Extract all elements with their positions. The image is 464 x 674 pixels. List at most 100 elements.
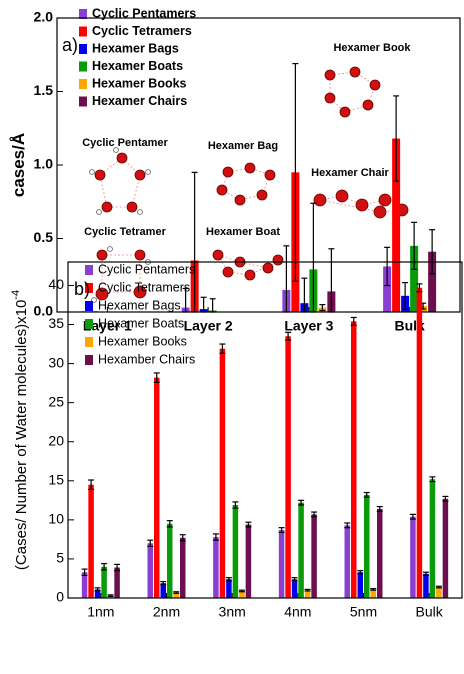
bar <box>101 566 107 598</box>
annotation: Cyclic Pentamer <box>82 137 168 149</box>
error-bar <box>422 571 429 576</box>
annotation: Cyclic Tetramer <box>84 226 166 238</box>
error-bar <box>278 527 285 533</box>
error-bar <box>285 331 292 341</box>
error-bar <box>416 283 423 293</box>
legend-label: Hexamer Boats <box>98 316 184 330</box>
legend-label: Hexamer Books <box>98 334 187 348</box>
x-tick-label: 2nm <box>153 604 180 620</box>
error-bar <box>160 580 167 586</box>
legend-swatch <box>79 96 87 107</box>
legend-swatch <box>85 265 93 275</box>
bar <box>410 245 419 312</box>
error-bar <box>363 491 370 498</box>
bar <box>311 514 317 598</box>
error-bar <box>179 534 186 542</box>
y-tick-label: 1.0 <box>34 156 54 172</box>
legend-swatch <box>79 61 87 72</box>
y-tick-label: 0.0 <box>34 303 54 319</box>
legend-label: Hexamer Bags <box>92 41 179 55</box>
legend-label: Hexamer Chairs <box>92 94 187 108</box>
legend-swatch <box>79 44 87 54</box>
error-bar <box>245 521 252 528</box>
error-bar <box>238 589 245 593</box>
annotation: b) <box>74 279 90 299</box>
error-bar <box>429 476 436 483</box>
error-bar <box>88 479 95 490</box>
error-bar <box>147 539 154 548</box>
bar <box>285 336 291 598</box>
error-bar <box>319 304 326 312</box>
y-tick-label: 0 <box>56 589 64 605</box>
bar <box>442 498 449 598</box>
error-bar <box>114 563 121 572</box>
y-tick-label: 20 <box>48 432 64 448</box>
x-tick-label: Layer 2 <box>184 318 233 334</box>
error-bar <box>173 591 180 594</box>
bar <box>392 138 401 312</box>
y-tick-label: 25 <box>48 393 64 409</box>
bar <box>226 579 232 598</box>
error-bar <box>370 588 377 591</box>
y-axis-label-exponent: -4 <box>10 290 22 300</box>
error-bar <box>402 282 409 310</box>
error-bar <box>292 62 299 282</box>
error-bar <box>209 298 216 313</box>
bar <box>298 502 304 598</box>
bar <box>147 543 153 598</box>
bar <box>114 567 120 598</box>
legend-label: Hexamer Books <box>92 76 187 90</box>
y-tick-label: 1.5 <box>34 82 54 98</box>
error-bar <box>232 501 239 509</box>
legend-label: Cyclic Tetramers <box>92 24 192 38</box>
error-bar <box>291 577 298 582</box>
error-bar <box>311 511 318 518</box>
legend-label: Hexamer Boats <box>92 59 183 73</box>
bar <box>364 494 370 598</box>
legend-label: Cyclic Tetramers <box>98 280 190 294</box>
error-bar <box>107 594 114 598</box>
y-tick-label: 30 <box>48 354 64 370</box>
error-bar <box>225 577 232 582</box>
bar <box>167 523 173 598</box>
y-tick-label: 2.0 <box>34 9 54 25</box>
bar <box>278 530 285 598</box>
bar <box>344 525 350 598</box>
annotation: Hexamer Book <box>333 42 411 54</box>
error-bar <box>442 495 449 502</box>
y-tick-label: 5 <box>56 550 64 566</box>
bar <box>377 508 383 598</box>
bar <box>154 377 160 598</box>
legend-swatch <box>85 319 93 329</box>
error-bar <box>153 372 160 383</box>
bar <box>180 537 186 598</box>
error-bar <box>212 533 219 541</box>
plot-frame <box>67 261 463 599</box>
legend-swatch <box>79 26 87 37</box>
y-axis-label-text: (Cases/ Number of Water molecules)x10 <box>13 300 30 570</box>
y-axis-label-text: cases/Å <box>9 133 28 197</box>
x-tick-label: 5nm <box>350 604 377 620</box>
bar <box>370 589 376 598</box>
bar <box>383 266 392 312</box>
x-tick-label: 3nm <box>219 604 246 620</box>
bar <box>88 484 94 598</box>
bar <box>239 590 245 598</box>
error-bar <box>409 513 416 520</box>
legend-swatch <box>85 355 93 365</box>
error-bar <box>435 585 442 589</box>
legend-label: Cyclic Pentamers <box>92 6 196 20</box>
error-bar <box>393 95 400 182</box>
bar <box>423 573 429 598</box>
annotation: Hexamer Bag <box>208 140 278 152</box>
error-bar <box>429 229 436 275</box>
x-tick-label: 1nm <box>87 604 114 620</box>
error-bar <box>350 316 357 326</box>
bar <box>213 537 219 598</box>
bar <box>291 579 298 598</box>
bar <box>416 287 423 598</box>
x-tick-label: 4nm <box>284 604 311 620</box>
legend-label: Hexamber Chairs <box>98 352 195 366</box>
bar <box>428 251 437 312</box>
error-bar <box>304 588 311 592</box>
